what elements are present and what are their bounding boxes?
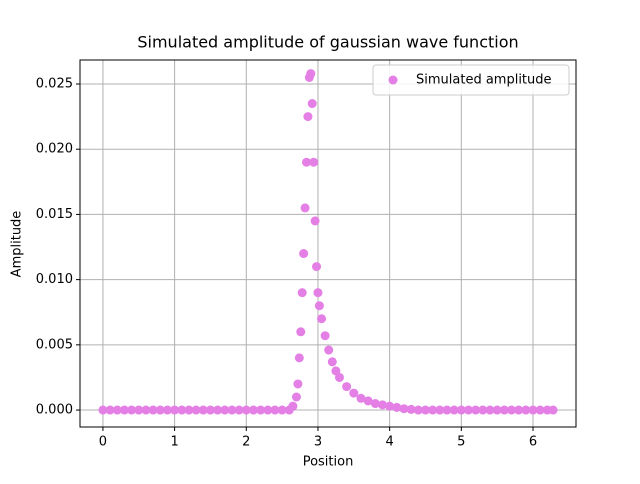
scatter-point [363, 396, 373, 406]
scatter-point [301, 157, 311, 167]
scatter-point [349, 388, 359, 398]
scatter-point [119, 405, 129, 415]
scatter-point [320, 331, 330, 341]
y-tick-label: 0.000 [36, 403, 73, 418]
scatter-point [428, 405, 438, 415]
scatter-point [406, 404, 416, 414]
scatter-point [449, 405, 459, 415]
scatter-point [98, 405, 108, 415]
scatter-point [535, 405, 545, 415]
scatter-point [471, 405, 481, 415]
scatter-point [191, 405, 201, 415]
scatter-point [377, 400, 387, 410]
x-tick-label: 5 [457, 435, 465, 450]
scatter-point [288, 401, 298, 411]
scatter-point [306, 69, 316, 79]
plot-frame [79, 59, 577, 428]
scatter-point [155, 405, 165, 415]
scatter-point [220, 405, 230, 415]
scatter-point [521, 405, 531, 415]
scatter-point [327, 357, 337, 367]
scatter-point [312, 262, 322, 272]
scatter-point [324, 345, 334, 355]
scatter-point [170, 405, 180, 415]
scatter-point [310, 216, 320, 226]
scatter-point [528, 405, 538, 415]
scatter-point [456, 405, 466, 415]
scatter-point [184, 405, 194, 415]
scatter-point [514, 405, 524, 415]
y-axis-label: Amplitude [10, 211, 25, 278]
scatter-point [105, 405, 115, 415]
scatter-point [296, 327, 306, 337]
scatter-point [148, 405, 158, 415]
scatter-point [317, 314, 327, 324]
scatter-point [297, 288, 307, 298]
scatter-point [420, 405, 430, 415]
scatter-point [293, 379, 303, 389]
y-tick-label: 0.010 [36, 272, 73, 287]
x-axis-label: Position [303, 455, 354, 470]
x-tick-label: 4 [386, 435, 394, 450]
x-tick-label: 0 [99, 435, 107, 450]
scatter-point [134, 405, 144, 415]
scatter-point [463, 405, 473, 415]
scatter-point [313, 288, 323, 298]
scatter-point [291, 392, 301, 402]
scatter-point [499, 405, 509, 415]
scatter-point [162, 405, 172, 415]
scatter-point [299, 249, 309, 259]
scatter-point [392, 402, 402, 412]
scatter-point [198, 405, 208, 415]
scatter-point [112, 405, 122, 415]
scatter-point [342, 382, 352, 392]
scatter-point [213, 405, 223, 415]
x-tick-label: 3 [314, 435, 322, 450]
x-tick-label: 1 [170, 435, 178, 450]
scatter-point [177, 405, 187, 415]
scatter-point [307, 99, 317, 109]
scatter-point [294, 353, 304, 363]
scatter-point [356, 393, 366, 403]
scatter-point [314, 301, 324, 311]
scatter-point [227, 405, 237, 415]
scatter-point [506, 405, 516, 415]
scatter-point [234, 405, 244, 415]
chart-title: Simulated amplitude of gaussian wave fun… [137, 33, 518, 52]
scatter-point [256, 405, 266, 415]
x-tick-label: 6 [529, 435, 537, 450]
scatter-point [309, 157, 319, 167]
legend-marker [388, 75, 398, 85]
legend-label: Simulated amplitude [416, 73, 552, 88]
scatter-point [548, 405, 558, 415]
scatter-point [241, 405, 251, 415]
scatter-point [413, 405, 423, 415]
scatter-point [485, 405, 495, 415]
scatter-point [127, 405, 137, 415]
scatter-point [277, 405, 287, 415]
scatter-point [442, 405, 452, 415]
scatter-point [492, 405, 502, 415]
y-tick-label: 0.015 [36, 207, 73, 222]
scatter-point [385, 401, 395, 411]
scatter-point [270, 405, 280, 415]
y-tick-label: 0.020 [36, 142, 73, 157]
scatter-point [334, 372, 344, 382]
scatter-point [478, 405, 488, 415]
y-tick-label: 0.025 [36, 76, 73, 91]
legend-box [372, 64, 570, 96]
x-tick-label: 2 [242, 435, 250, 450]
scatter-point [300, 203, 310, 213]
scatter-point [248, 405, 258, 415]
scatter-point [303, 112, 313, 122]
scatter-point [205, 405, 215, 415]
scatter-point [370, 399, 380, 409]
y-tick-label: 0.005 [36, 337, 73, 352]
scatter-point [263, 405, 273, 415]
scatter-point [141, 405, 151, 415]
scatter-point [435, 405, 445, 415]
scatter-point [399, 404, 409, 414]
